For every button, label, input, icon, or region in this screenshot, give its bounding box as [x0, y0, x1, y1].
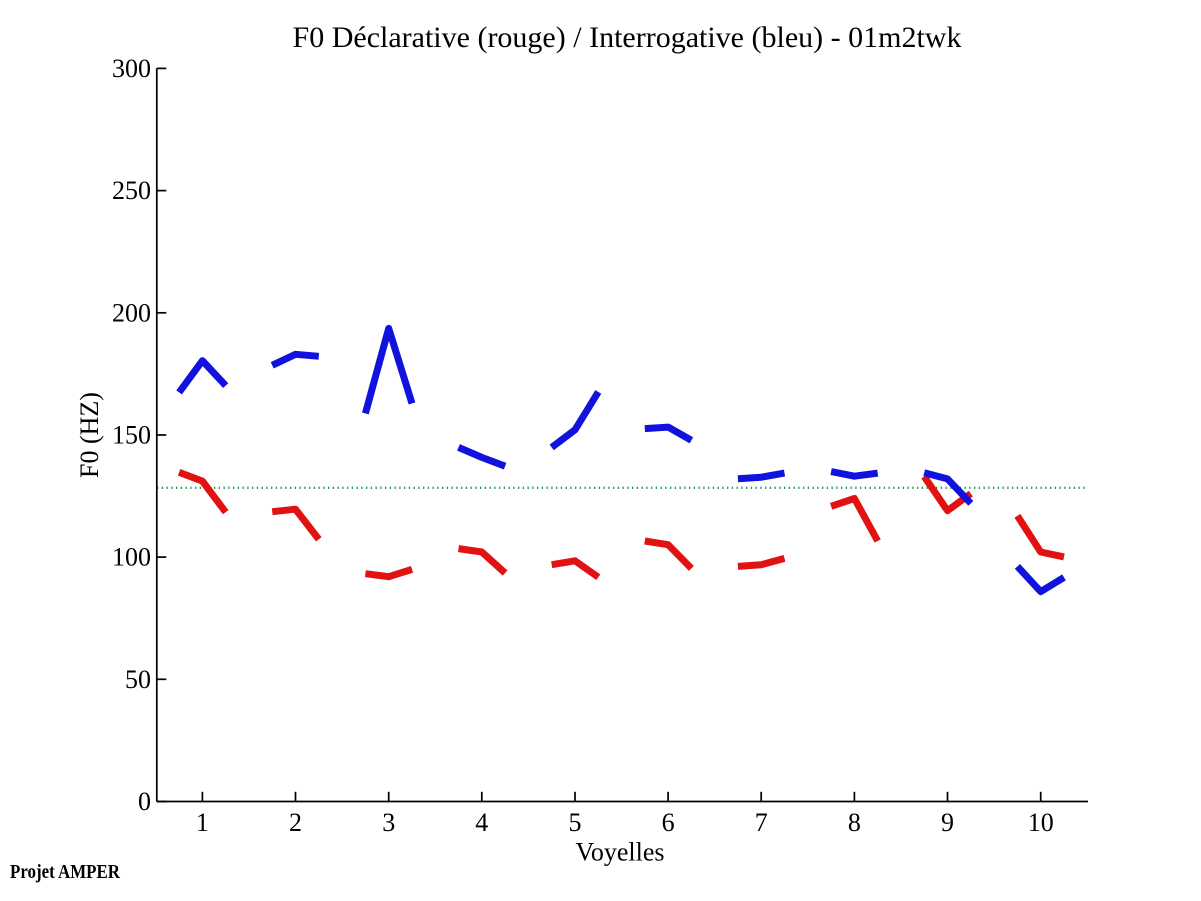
svg-text:2: 2 — [289, 808, 302, 837]
svg-text:F0 (HZ): F0 (HZ) — [75, 392, 104, 478]
svg-text:50: 50 — [125, 665, 151, 694]
svg-text:6: 6 — [662, 808, 675, 837]
svg-text:Projet AMPER: Projet AMPER — [10, 861, 120, 883]
svg-text:F0 Déclarative (rouge) / Inter: F0 Déclarative (rouge) / Interrogative (… — [293, 21, 962, 54]
svg-text:300: 300 — [112, 54, 151, 83]
svg-text:1: 1 — [196, 808, 209, 837]
svg-text:8: 8 — [848, 808, 861, 837]
svg-text:150: 150 — [112, 421, 151, 450]
svg-text:200: 200 — [112, 298, 151, 327]
svg-text:10: 10 — [1028, 808, 1054, 837]
svg-text:Voyelles: Voyelles — [575, 838, 664, 867]
svg-text:4: 4 — [475, 808, 488, 837]
svg-text:3: 3 — [382, 808, 395, 837]
svg-text:5: 5 — [569, 808, 582, 837]
svg-text:250: 250 — [112, 176, 151, 205]
svg-text:7: 7 — [755, 808, 768, 837]
svg-text:100: 100 — [112, 543, 151, 572]
svg-text:0: 0 — [138, 787, 151, 816]
svg-text:9: 9 — [941, 808, 954, 837]
